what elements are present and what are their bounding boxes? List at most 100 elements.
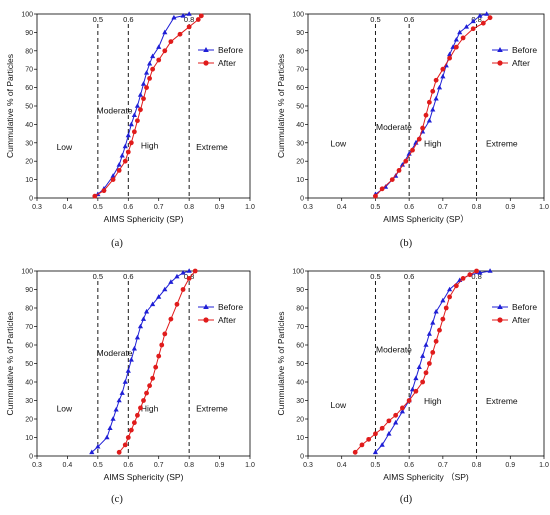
data-point [443, 305, 449, 311]
legend-marker [203, 60, 209, 66]
data-point [426, 99, 432, 105]
data-point [386, 431, 392, 436]
series-after [352, 268, 479, 455]
y-tick-label: 50 [296, 104, 304, 111]
data-point [379, 442, 385, 447]
x-tick-label: 0.8 [184, 204, 194, 211]
series-line [91, 270, 190, 453]
y-tick-label: 20 [296, 159, 304, 166]
data-point [146, 60, 153, 66]
series-after [373, 15, 493, 199]
data-point [447, 286, 453, 292]
data-point [125, 132, 131, 138]
data-point [440, 297, 446, 303]
data-point [122, 158, 128, 164]
y-tick-label: 80 [296, 48, 304, 55]
data-point [399, 408, 405, 414]
legend-label: Before [512, 302, 537, 312]
legend-label: After [218, 58, 236, 68]
legend-label: After [512, 315, 530, 325]
data-point [372, 449, 379, 455]
legend-marker [497, 304, 503, 309]
legend-label: After [512, 58, 530, 68]
data-point [373, 193, 378, 199]
threshold-label: 0.6 [404, 272, 414, 281]
data-point [186, 24, 192, 30]
data-point [433, 308, 439, 314]
y-tick-label: 50 [296, 361, 304, 368]
data-point [119, 390, 125, 395]
panel-label: (d) [400, 494, 413, 505]
data-point [420, 379, 426, 385]
threshold-label: 0.6 [404, 15, 414, 24]
data-point [426, 117, 432, 123]
y-tick-label: 20 [296, 417, 304, 424]
data-point [104, 434, 110, 440]
data-point [460, 35, 466, 41]
x-tick-label: 0.8 [472, 462, 482, 469]
data-point [174, 301, 180, 307]
data-point [399, 162, 405, 167]
data-point [128, 357, 134, 362]
x-tick-label: 0.6 [404, 204, 414, 211]
data-point [141, 96, 146, 102]
data-point [92, 193, 98, 199]
threshold-label: 0.5 [93, 272, 103, 281]
x-axis-label: AIMS Sphericity （SP) [383, 472, 469, 482]
plot-frame [307, 270, 545, 457]
data-point [153, 364, 159, 370]
threshold-label: 0.5 [370, 272, 380, 281]
y-tick-label: 50 [25, 104, 33, 111]
data-point [162, 29, 168, 35]
data-point [195, 17, 201, 22]
region-label-low: Low [331, 138, 347, 148]
y-axis-label: Cummulative % of Particles [276, 54, 286, 158]
data-point [101, 188, 107, 194]
data-point [134, 103, 141, 108]
region-label-low: Low [331, 400, 347, 410]
data-point [460, 276, 466, 281]
data-point [423, 370, 429, 376]
region-label-high: High [424, 396, 442, 406]
data-point [95, 443, 101, 449]
y-tick-label: 40 [296, 380, 304, 387]
data-point [413, 375, 419, 381]
region-label-moderate: Moderate [97, 348, 133, 358]
y-tick-label: 30 [296, 140, 304, 147]
data-point [125, 149, 131, 155]
y-tick-label: 70 [296, 67, 304, 74]
panel-label: (b) [400, 238, 413, 249]
x-tick-label: 0.9 [215, 462, 225, 469]
region-label-low: Low [57, 404, 73, 414]
data-point [156, 353, 162, 359]
x-tick-label: 0.5 [371, 462, 381, 469]
data-point [480, 20, 486, 26]
data-point [192, 268, 198, 274]
data-point [156, 57, 162, 63]
y-tick-label: 60 [296, 85, 304, 92]
y-tick-label: 30 [25, 398, 33, 405]
y-axis-label: Cummulative % of Particles [5, 312, 15, 416]
data-point [110, 177, 116, 183]
data-point [125, 368, 131, 373]
chart-panel-4: 0.3 0.4 0.5 0.6 0.7 0.8 0.9 1.0 0 10 20 30 40 50 60 70 8… [276, 268, 549, 505]
data-point [477, 270, 483, 275]
data-point [128, 121, 134, 127]
series-line [375, 270, 491, 453]
x-tick-label: 1.0 [245, 204, 255, 211]
data-point [122, 379, 128, 384]
y-tick-label: 20 [25, 417, 33, 424]
x-tick-label: 1.0 [539, 462, 549, 469]
data-point [168, 316, 174, 322]
legend-label: After [218, 315, 236, 325]
region-label-extreme: Extreme [196, 404, 228, 414]
data-point [125, 435, 131, 440]
data-point [484, 11, 490, 16]
plot-frame [36, 270, 251, 457]
y-tick-label: 0 [300, 196, 304, 203]
data-point [447, 294, 452, 300]
data-point [430, 320, 436, 325]
data-point [416, 364, 422, 369]
panel-label: (c) [111, 494, 123, 505]
data-point [150, 66, 156, 72]
